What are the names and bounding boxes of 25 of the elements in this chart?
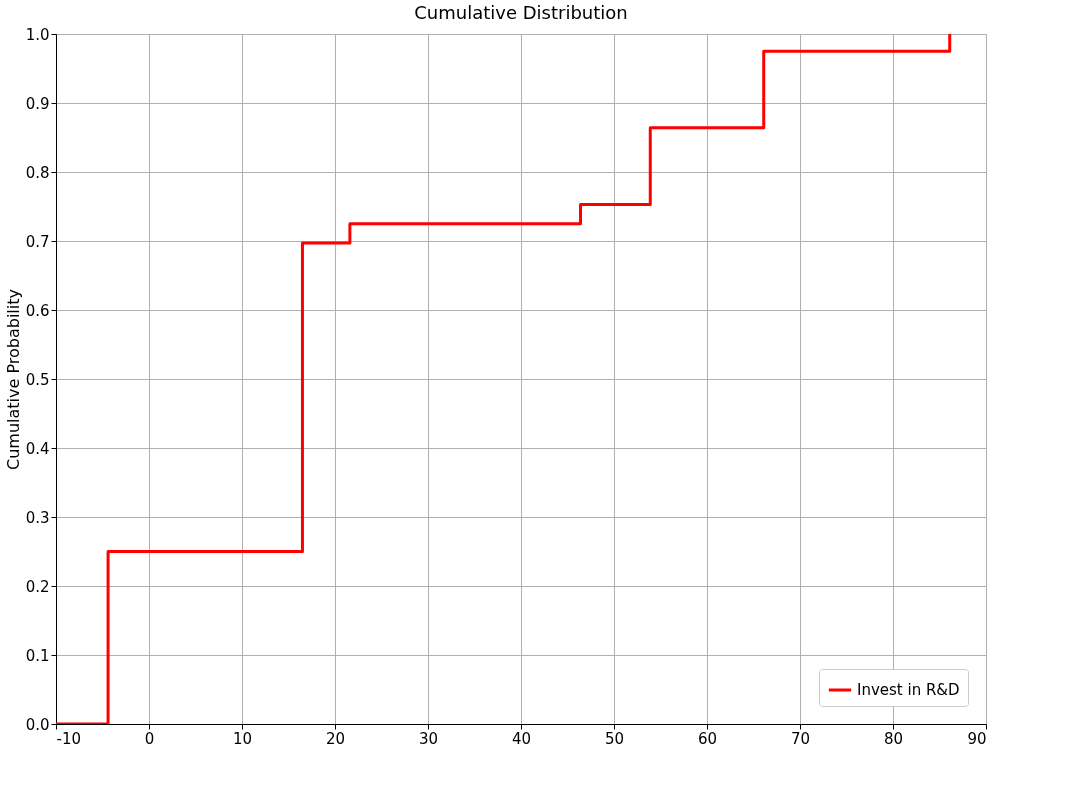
x-tick-label: 30 [418,729,439,748]
y-axis-title: Cumulative Probability [3,289,23,470]
x-tick-label: 10 [232,729,253,748]
x-tick-label: 90 [967,729,987,748]
y-tick-label: 0.2 [25,577,50,596]
x-tick-label: 20 [325,729,346,748]
y-tick-label: 0.0 [25,715,50,734]
y-tick-label: 0.7 [25,232,50,251]
x-tick-label: 50 [604,729,625,748]
x-tick-label: 70 [790,729,811,748]
x-tick-label: 40 [511,729,532,748]
y-tick-label: 0.1 [25,646,50,665]
chart-title: Cumulative Distribution [414,2,628,23]
y-tick-label: 0.5 [25,370,50,389]
x-tick-label: 0 [144,729,155,748]
legend-label: Invest in R&D [857,681,960,699]
y-tick-label: 0.4 [25,439,50,458]
y-tick-label: 1.0 [25,25,50,44]
y-tick-label: 0.8 [25,163,50,182]
y-tick-label: 0.3 [25,508,50,527]
y-tick-label: 0.9 [25,94,50,113]
x-tick-label: 60 [697,729,718,748]
y-tick-label: 0.6 [25,301,50,320]
x-tick-label: -10 [56,729,81,748]
x-tick-label: 80 [883,729,904,748]
